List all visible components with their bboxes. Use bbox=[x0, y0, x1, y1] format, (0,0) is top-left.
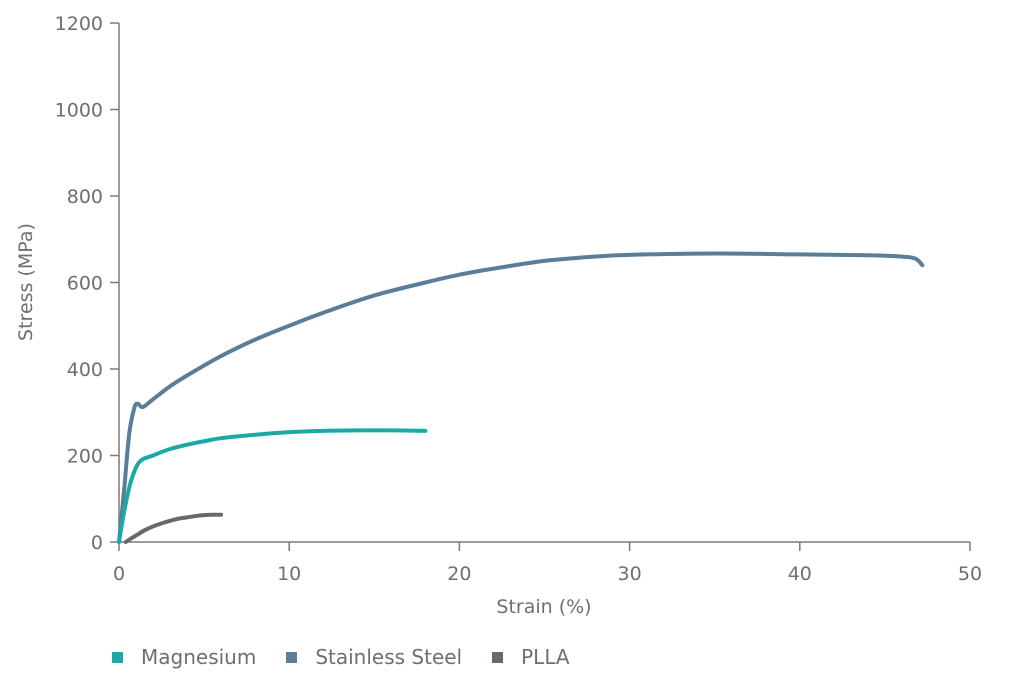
legend-item-magnesium: Magnesium bbox=[112, 645, 256, 669]
legend-swatch-magnesium bbox=[112, 651, 123, 663]
legend-item-stainless-steel: Stainless Steel bbox=[286, 645, 462, 669]
legend-label-plla: PLLA bbox=[521, 645, 570, 669]
x-tick-label: 40 bbox=[788, 563, 812, 585]
series-line-plla bbox=[123, 512, 224, 544]
x-tick-label: 30 bbox=[618, 563, 642, 585]
x-tick-label: 10 bbox=[277, 563, 301, 585]
legend-label-magnesium: Magnesium bbox=[141, 645, 257, 669]
y-tick-label: 200 bbox=[67, 446, 103, 468]
y-tick-label: 800 bbox=[67, 186, 103, 208]
x-tick-label: 50 bbox=[958, 563, 982, 585]
legend-label-stainless-steel: Stainless Steel bbox=[315, 645, 463, 669]
y-tick-label: 1200 bbox=[55, 13, 103, 35]
series-line-stainless-steel bbox=[117, 251, 925, 544]
legend-item-plla: PLLA bbox=[492, 645, 570, 669]
y-tick-label: 1000 bbox=[55, 100, 103, 122]
legend-swatch-stainless-steel bbox=[286, 651, 298, 663]
y-tick-label: 600 bbox=[67, 273, 103, 295]
x-tick-label: 0 bbox=[113, 563, 125, 585]
legend-swatch-plla bbox=[492, 651, 504, 663]
y-tick-label: 400 bbox=[67, 359, 103, 381]
y-axis-title: Stress (MPa) bbox=[15, 223, 37, 341]
x-axis-title: Strain (%) bbox=[496, 596, 591, 618]
legend: Magnesium Stainless Steel PLLA bbox=[112, 645, 600, 669]
plot-area: 0 200 400 600 800 1000 1200 0 10 20 30 40 50 bbox=[55, 13, 982, 585]
x-tick-label: 20 bbox=[447, 563, 471, 585]
y-tick-label: 0 bbox=[91, 532, 103, 554]
series-line-magnesium bbox=[117, 428, 428, 544]
